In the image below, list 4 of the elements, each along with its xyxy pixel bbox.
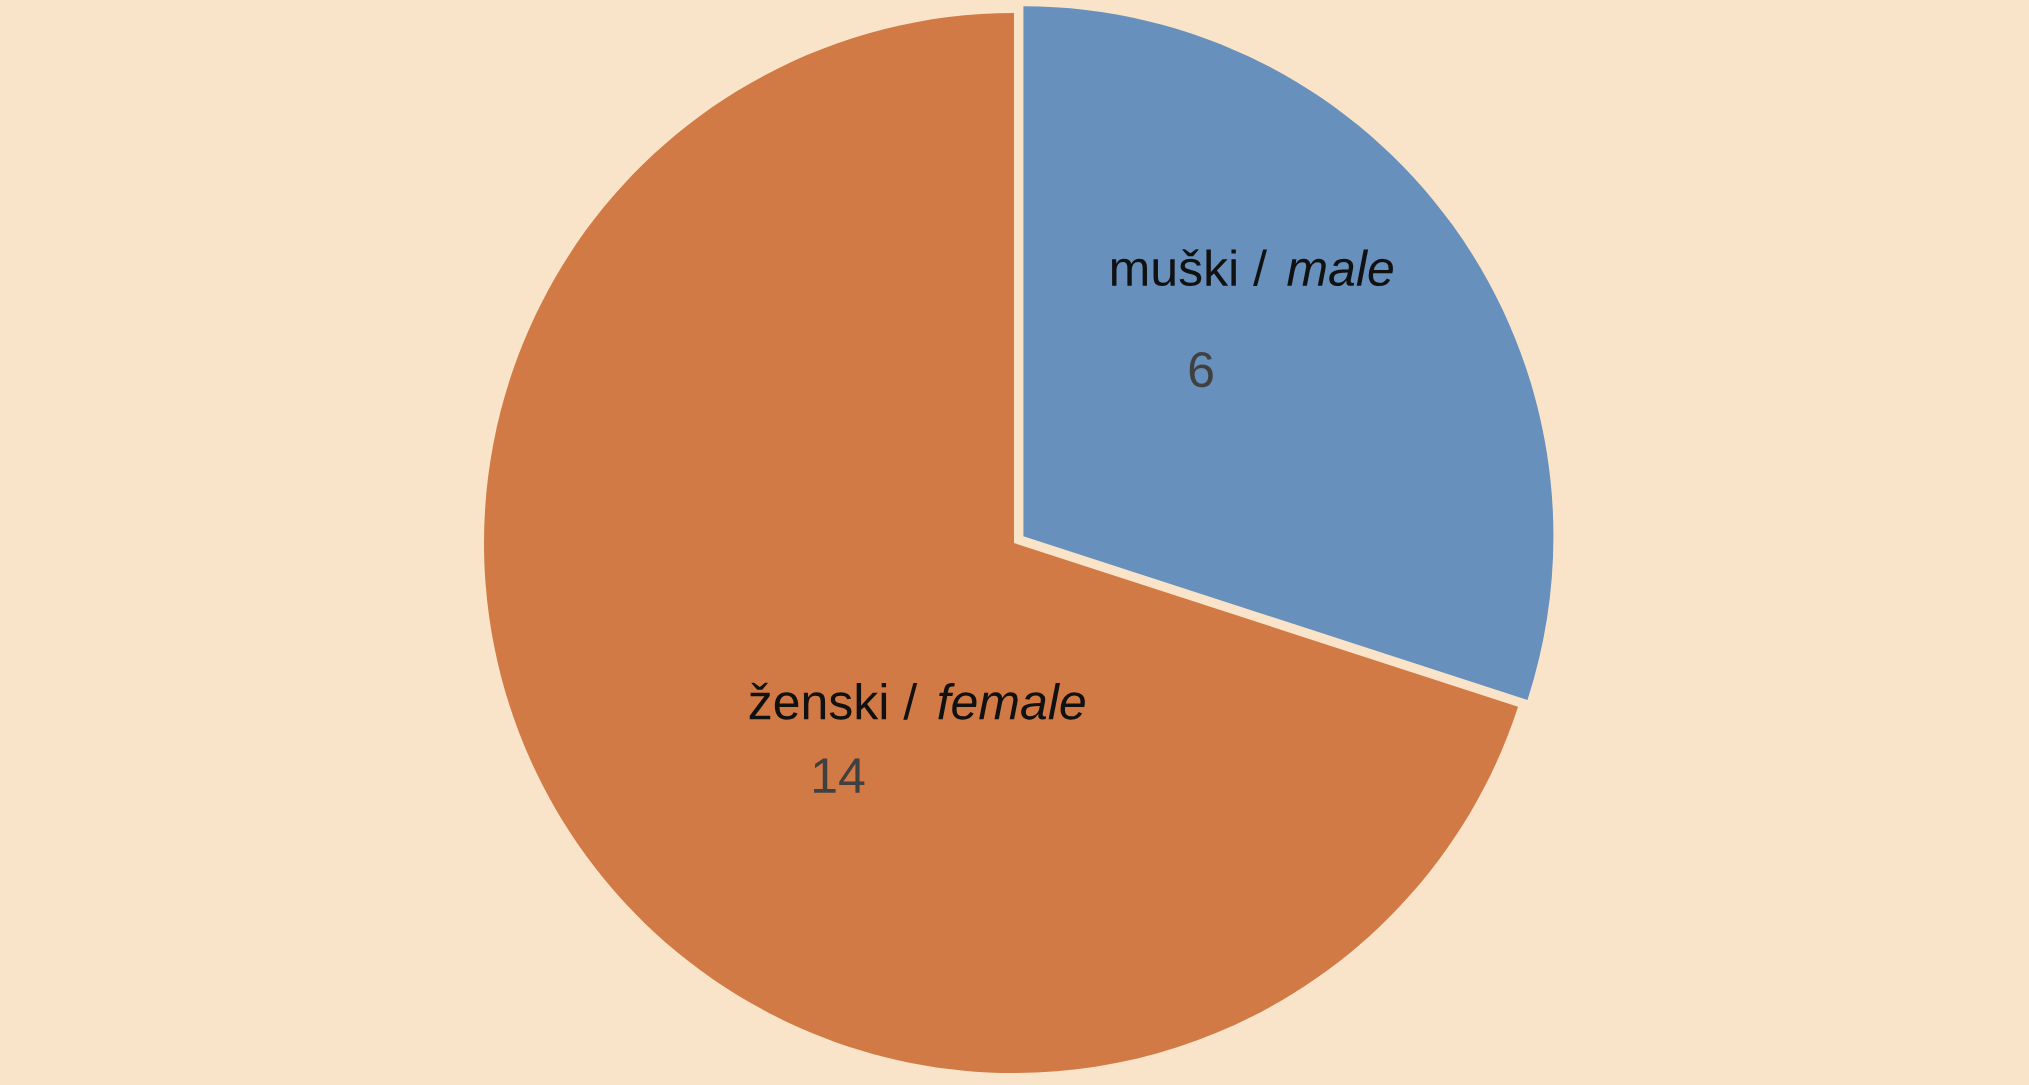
slice-label: muški / male xyxy=(1111,249,1393,287)
data-label: 6 xyxy=(1189,351,1213,388)
slice-label: ženski / female xyxy=(749,682,1085,720)
data-label: 14 xyxy=(814,758,865,793)
